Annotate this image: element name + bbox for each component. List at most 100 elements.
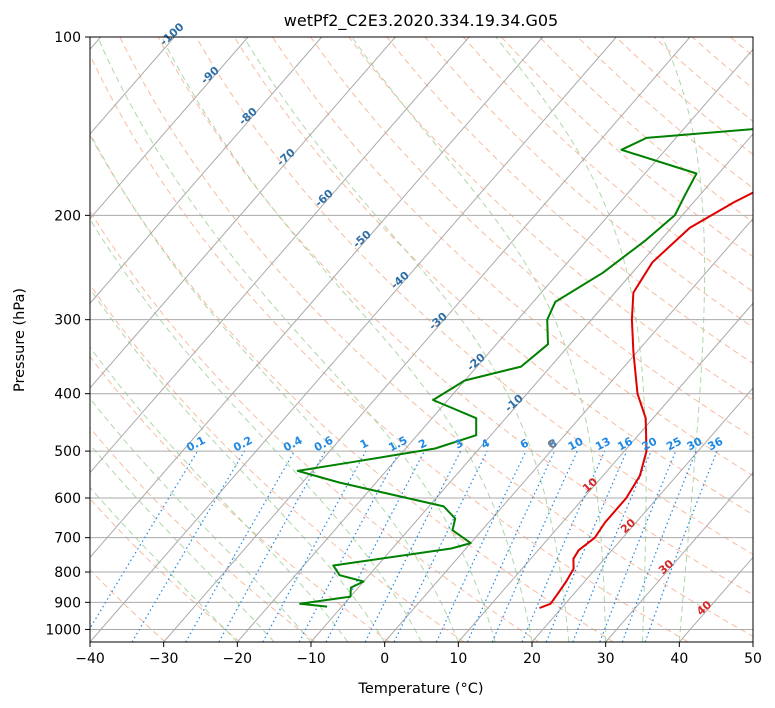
isotherm-line <box>384 217 753 642</box>
isotherm-label: -10 <box>502 392 526 415</box>
mixing-ratio-label: 4 <box>479 436 492 451</box>
dry-adiabat <box>577 37 753 189</box>
isotherm-line <box>236 48 753 642</box>
mixing-ratio-line <box>131 450 246 642</box>
isotherm-label: -70 <box>274 146 298 169</box>
isotherm-line <box>678 556 753 642</box>
isotherm-line <box>90 37 617 642</box>
moist-adiabat <box>97 37 496 642</box>
y-tick-label: 200 <box>54 208 81 224</box>
isotherm-label: -50 <box>350 228 374 251</box>
isotherm-line <box>531 387 753 642</box>
y-tick-label: 400 <box>54 387 81 403</box>
y-tick-label: 500 <box>54 444 81 460</box>
background-grid <box>90 37 753 642</box>
mixing-ratio-label: 36 <box>706 435 726 454</box>
mixing-ratio-line <box>262 450 367 642</box>
mixing-ratio-line <box>466 450 556 642</box>
isotherm-label: -40 <box>388 269 412 292</box>
mixing-ratio-label: 30 <box>685 435 705 454</box>
mixing-ratio-line <box>298 450 401 642</box>
x-tick-label: 40 <box>670 651 688 667</box>
dewpoint-profile <box>296 128 753 608</box>
dry-adiabat <box>90 427 316 642</box>
x-tick-label: 30 <box>597 651 615 667</box>
dry-adiabat <box>310 37 753 439</box>
y-tick-label: 800 <box>54 565 81 581</box>
y-tick-label: 600 <box>54 491 81 507</box>
isotherm-label: 40 <box>694 598 714 618</box>
isotherm-line <box>90 37 323 305</box>
dry-adiabat <box>691 37 753 90</box>
mixing-ratio-label: 16 <box>615 435 635 454</box>
isotherm-line <box>457 302 753 642</box>
dry-adiabat <box>424 37 753 328</box>
mixing-ratio-line <box>621 450 697 642</box>
isotherm-line <box>163 37 691 642</box>
x-axis-label: Temperature (°C) <box>357 681 483 697</box>
moist-adiabat <box>495 37 647 642</box>
isotherm-label: -100 <box>157 20 186 48</box>
dry-adiabat <box>501 37 753 258</box>
x-tick-label: 10 <box>449 651 467 667</box>
isotherm-label: -60 <box>312 187 336 210</box>
isotherm-line <box>90 37 544 559</box>
isotherm-line <box>605 471 753 642</box>
mixing-ratio-label: 25 <box>664 435 684 454</box>
dry-adiabat <box>90 283 465 642</box>
mixing-ratio-line <box>393 450 488 642</box>
dry-adiabat <box>90 498 241 642</box>
dry-adiabat <box>195 37 753 555</box>
dry-adiabat <box>653 37 753 123</box>
temperature-profile <box>539 191 753 609</box>
isotherm-label: -80 <box>236 105 260 128</box>
moist-adiabat <box>661 37 706 642</box>
x-tick-label: −30 <box>149 651 179 667</box>
line-labels: 0.1 0.2 0.4 0.6 1 1.5 2 3 4 6 8 10 13 16 20 25 30 36-100-… <box>157 20 725 618</box>
mixing-ratio-line <box>218 450 326 642</box>
dry-adiabat <box>386 37 753 364</box>
y-tick-label: 1000 <box>45 622 81 638</box>
isotherm-line <box>90 37 249 220</box>
isotherm-label: 10 <box>580 475 600 495</box>
isotherm-line <box>90 37 396 389</box>
mixing-ratio-label: 20 <box>640 435 660 454</box>
dry-adiabat <box>539 37 753 223</box>
x-tick-label: 0 <box>380 651 389 667</box>
x-tick-label: 20 <box>523 651 541 667</box>
y-tick-label: 300 <box>54 313 81 329</box>
isotherm-label: -90 <box>198 64 222 87</box>
dry-adiabat <box>615 37 753 156</box>
y-tick-label: 100 <box>54 30 81 46</box>
dry-adiabat <box>90 53 689 642</box>
isotherm-line <box>310 133 753 642</box>
moist-adiabat <box>351 37 607 642</box>
moist-adiabat <box>90 287 386 642</box>
x-tick-label: 50 <box>744 651 762 667</box>
moist-adiabat <box>90 443 275 642</box>
isotherm-label: 20 <box>618 516 638 536</box>
dry-adiabat <box>90 134 614 642</box>
moist-adiabat <box>90 486 238 642</box>
moist-adiabat <box>243 37 570 642</box>
mixing-ratio-label: 10 <box>566 435 586 454</box>
x-tick-label: −20 <box>223 651 253 667</box>
chart-title: wetPf2_C2E3.2020.334.19.34.G05 <box>284 11 558 31</box>
x-tick-label: −40 <box>75 651 105 667</box>
mixing-ratio-line <box>491 450 578 642</box>
dry-adiabat <box>90 210 540 642</box>
mixing-ratio-line <box>90 450 199 630</box>
isotherm-line <box>752 641 753 642</box>
dry-adiabat <box>272 37 753 477</box>
profile-lines <box>296 128 753 609</box>
moist-adiabat <box>90 218 422 642</box>
mixing-ratio-label: 1 <box>358 436 371 451</box>
dry-adiabat <box>119 37 753 638</box>
y-tick-label: 900 <box>54 595 81 611</box>
moist-adiabat <box>90 132 459 642</box>
x-tick-label: −10 <box>296 651 326 667</box>
mixing-ratio-line <box>599 450 677 642</box>
isotherm-line <box>90 37 470 474</box>
moist-adiabat <box>90 397 312 642</box>
plot-frame <box>89 36 754 643</box>
